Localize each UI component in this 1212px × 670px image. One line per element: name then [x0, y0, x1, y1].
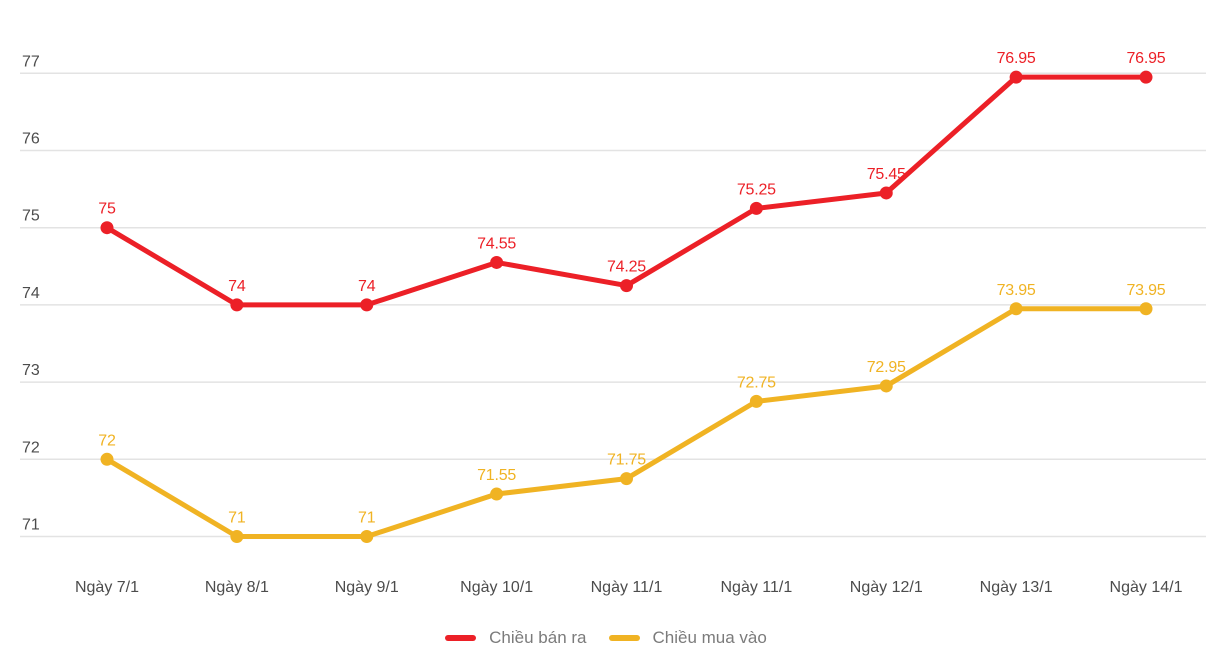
- data-point-label: 74: [228, 278, 246, 295]
- legend-label: Chiều mua vào: [652, 628, 767, 647]
- data-point-label: 73.95: [1126, 282, 1165, 299]
- data-point-label: 72.75: [737, 374, 776, 391]
- data-point-label: 74: [358, 278, 376, 295]
- data-point-series0-6[interactable]: [879, 186, 893, 200]
- y-axis-tick-label: 77: [22, 53, 40, 70]
- data-point-label: 72.95: [867, 359, 906, 376]
- data-point-series1-3[interactable]: [490, 487, 504, 501]
- data-point-label: 71: [358, 510, 376, 527]
- data-point-series1-1[interactable]: [230, 530, 244, 543]
- data-point-series0-1[interactable]: [230, 298, 244, 312]
- x-axis-tick-label: Ngày 11/1: [591, 579, 663, 596]
- data-point-label: 75.45: [867, 166, 906, 183]
- data-point-series1-8[interactable]: [1139, 302, 1153, 316]
- series-line-mua-vao: [104, 306, 1149, 539]
- data-point-series0-3[interactable]: [490, 255, 504, 269]
- x-axis-tick-label: Ngày 7/1: [75, 579, 139, 596]
- data-point-series0-7[interactable]: [1009, 70, 1023, 84]
- data-point-series0-8[interactable]: [1139, 70, 1153, 84]
- data-point-label: 74.55: [477, 235, 516, 252]
- x-axis-tick-label: Ngày 11/1: [721, 579, 793, 596]
- data-point-label: 71.75: [607, 452, 646, 469]
- data-point-label: 72: [98, 432, 116, 449]
- data-point-label: 74.25: [607, 259, 646, 276]
- data-point-label: 73.95: [997, 282, 1036, 299]
- legend-swatch-icon: [445, 635, 477, 641]
- data-point-series1-2[interactable]: [360, 530, 374, 543]
- x-axis-tick-label: Ngày 13/1: [980, 579, 1053, 596]
- x-axis-tick-label: Ngày 14/1: [1110, 579, 1183, 596]
- y-axis-tick-label: 71: [22, 517, 40, 534]
- data-point-series1-0[interactable]: [100, 452, 114, 466]
- y-axis-tick-label: 75: [22, 208, 40, 225]
- x-axis-tick-label: Ngày 9/1: [335, 579, 399, 596]
- data-point-series1-7[interactable]: [1009, 302, 1023, 316]
- data-point-label: 76.95: [997, 50, 1036, 67]
- data-point-series1-6[interactable]: [879, 379, 893, 393]
- data-point-label: 76.95: [1126, 50, 1165, 67]
- data-point-series1-4[interactable]: [620, 472, 633, 486]
- y-axis-tick-label: 73: [22, 362, 40, 379]
- data-point-series0-5[interactable]: [749, 201, 763, 215]
- legend-item-ban-ra[interactable]: Chiều bán ra: [445, 628, 587, 648]
- x-axis-tick-label: Ngày 8/1: [205, 579, 269, 596]
- y-axis-tick-label: 74: [22, 285, 40, 302]
- data-point-label: 75.25: [737, 181, 776, 198]
- data-point-series0-2[interactable]: [360, 298, 374, 312]
- legend-item-mua-vao[interactable]: Chiều mua vào: [608, 628, 767, 648]
- data-point-label: 75: [98, 201, 116, 218]
- legend-swatch-icon: [608, 635, 640, 641]
- legend-label: Chiều bán ra: [489, 628, 587, 647]
- y-axis-tick-label: 76: [22, 131, 40, 148]
- x-axis-tick-label: Ngày 12/1: [850, 579, 923, 596]
- data-point-series1-5[interactable]: [749, 394, 763, 408]
- data-point-series0-4[interactable]: [620, 279, 633, 293]
- data-point-label: 71.55: [477, 467, 516, 484]
- x-axis-tick-label: Ngày 10/1: [460, 579, 533, 596]
- chart-legend: Chiều bán ra Chiều mua vào: [0, 620, 1212, 656]
- data-point-label: 71: [228, 510, 246, 527]
- data-point-series0-0[interactable]: [100, 221, 114, 235]
- y-axis-tick-label: 72: [22, 439, 40, 456]
